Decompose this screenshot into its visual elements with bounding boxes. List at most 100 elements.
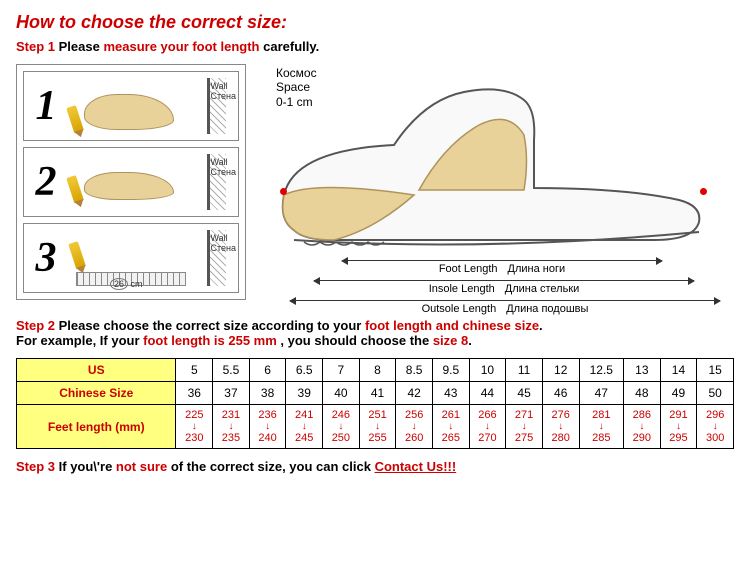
step2-egb1: foot length is 255 mm (143, 333, 277, 348)
space-ru: Космос (276, 66, 317, 80)
step3-t2: of the correct size, you can click (167, 459, 374, 474)
us-cell: 9.5 (432, 359, 469, 382)
measure-step-3: 3 26 cm Wall Стена (23, 223, 239, 293)
step2-t1: Please choose the correct size according… (59, 318, 365, 333)
us-cell: 6.5 (286, 359, 323, 382)
chinese-cell: 45 (506, 382, 543, 405)
feet-cell: 246↓250 (323, 405, 360, 449)
measure-step-3-illustration: 26 cm Wall Стена (68, 228, 232, 288)
pencil-icon (68, 241, 86, 269)
shoe-diagram: Космос Space 0-1 cm Foot Length Длина но… (254, 64, 734, 304)
measure-step-1: 1 Wall Стена (23, 71, 239, 141)
chinese-cell: 43 (432, 382, 469, 405)
insole-length-ru: Длина стельки (505, 283, 580, 295)
feet-cell: 231↓235 (213, 405, 250, 449)
feet-row: Feet length (mm) 225↓230231↓235236↓24024… (17, 405, 734, 449)
page-title: How to choose the correct size: (16, 12, 734, 33)
pencil-icon (66, 175, 84, 203)
measure-step-2-illustration: Wall Стена (68, 152, 232, 212)
wall-label: Wall Стена (210, 158, 236, 178)
feet-cell: 261↓265 (432, 405, 469, 449)
measure-steps: 1 Wall Стена 2 Wall Стена (16, 64, 246, 300)
step2-b1: foot length and chinese size (365, 318, 539, 333)
shoe-icon (274, 80, 704, 250)
step2-eg2: , you should choose the (277, 333, 433, 348)
us-cell: 8 (359, 359, 396, 382)
chinese-cell: 47 (579, 382, 623, 405)
foot-length-en: Foot Length (439, 263, 498, 275)
measure-step-1-illustration: Wall Стена (68, 76, 232, 136)
feet-cell: 225↓230 (176, 405, 213, 449)
us-cell: 6 (249, 359, 286, 382)
chinese-row: Chinese Size 363738394041424344454647484… (17, 382, 734, 405)
dim-foot-length: Foot Length Длина ноги (342, 260, 662, 275)
wall-label: Wall Стена (210, 82, 236, 102)
us-cell: 10 (469, 359, 506, 382)
chinese-cell: 41 (359, 382, 396, 405)
chinese-cell: 38 (249, 382, 286, 405)
step2-label: Step 2 (16, 318, 55, 333)
ruler-unit: cm (131, 279, 143, 289)
feet-cell: 276↓280 (542, 405, 579, 449)
step-number-1: 1 (30, 82, 62, 130)
us-cell: 13 (624, 359, 661, 382)
feet-cell: 286↓290 (624, 405, 661, 449)
feet-cell: 256↓260 (396, 405, 433, 449)
feet-cell: 281↓285 (579, 405, 623, 449)
feet-cell: 271↓275 (506, 405, 543, 449)
us-cell: 12 (542, 359, 579, 382)
us-cell: 8.5 (396, 359, 433, 382)
step3-b1: not sure (116, 459, 167, 474)
wall-en: Wall (210, 157, 227, 167)
wall-label: Wall Стена (210, 234, 236, 254)
outsole-length-en: Outsole Length (422, 303, 497, 315)
us-cell: 11 (506, 359, 543, 382)
illustration-row: 1 Wall Стена 2 Wall Стена (16, 64, 734, 304)
step1-label: Step 1 (16, 39, 55, 54)
step1-after: carefully. (260, 39, 320, 54)
foot-icon (84, 172, 174, 200)
chinese-cell: 50 (697, 382, 734, 405)
step-number-3: 3 (30, 234, 62, 282)
feet-cell: 241↓245 (286, 405, 323, 449)
step-number-2: 2 (30, 158, 62, 206)
step2-line: Step 2 Please choose the correct size ac… (16, 318, 734, 348)
step2-eg3: . (468, 333, 472, 348)
us-cell: 5.5 (213, 359, 250, 382)
insole-length-en: Insole Length (429, 283, 495, 295)
chinese-cell: 49 (660, 382, 697, 405)
wall-en: Wall (210, 81, 227, 91)
chinese-cell: 37 (213, 382, 250, 405)
step3-t1: If you\'re (59, 459, 116, 474)
marker-dot-icon (280, 188, 287, 195)
us-cell: 15 (697, 359, 734, 382)
feet-cell: 236↓240 (249, 405, 286, 449)
wall-ru: Стена (210, 91, 236, 101)
feet-header: Feet length (mm) (17, 405, 176, 449)
step3-label: Step 3 (16, 459, 55, 474)
contact-us-link[interactable]: Contact Us!!! (375, 459, 457, 474)
outsole-length-ru: Длина подошвы (506, 303, 588, 315)
us-cell: 5 (176, 359, 213, 382)
chinese-cell: 39 (286, 382, 323, 405)
step2-egb2: size 8 (433, 333, 468, 348)
marker-dot-icon (700, 188, 707, 195)
chinese-cell: 48 (624, 382, 661, 405)
step2-eg1: For example, If your (16, 333, 143, 348)
chinese-cell: 44 (469, 382, 506, 405)
step1-line: Step 1 Please measure your foot length c… (16, 39, 734, 54)
chinese-cell: 46 (542, 382, 579, 405)
step2-t2: . (539, 318, 543, 333)
feet-cell: 266↓270 (469, 405, 506, 449)
pencil-icon (66, 105, 84, 133)
feet-cell: 251↓255 (359, 405, 396, 449)
step1-bold: measure your foot length (103, 39, 259, 54)
dim-outsole-length: Outsole Length Длина подошвы (290, 300, 720, 315)
measure-step-2: 2 Wall Стена (23, 147, 239, 217)
foot-length-ru: Длина ноги (508, 263, 566, 275)
chinese-cell: 40 (323, 382, 360, 405)
us-cell: 7 (323, 359, 360, 382)
dim-insole-length: Insole Length Длина стельки (314, 280, 694, 295)
us-cell: 14 (660, 359, 697, 382)
foot-icon (84, 94, 174, 130)
